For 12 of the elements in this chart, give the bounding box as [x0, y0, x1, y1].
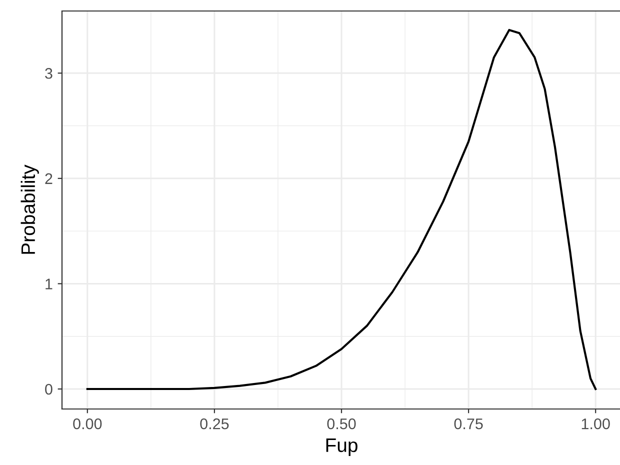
- x-tick-label: 0.25: [200, 418, 229, 430]
- line-series: [86, 28, 597, 390]
- x-tick-label: 0.75: [454, 418, 483, 430]
- x-tick-label: 0.00: [73, 418, 102, 430]
- y-tick-label: 2: [45, 173, 52, 184]
- y-tick-label: 0: [45, 384, 52, 395]
- x-tick-label: 0.50: [327, 418, 356, 430]
- y-axis-title: Probability: [20, 164, 39, 254]
- x-axis-title: Fup: [326, 438, 358, 456]
- y-tick-label: 1: [46, 278, 52, 290]
- y-tick-label: 3: [45, 68, 52, 79]
- x-tick-label: 1.00: [582, 418, 610, 430]
